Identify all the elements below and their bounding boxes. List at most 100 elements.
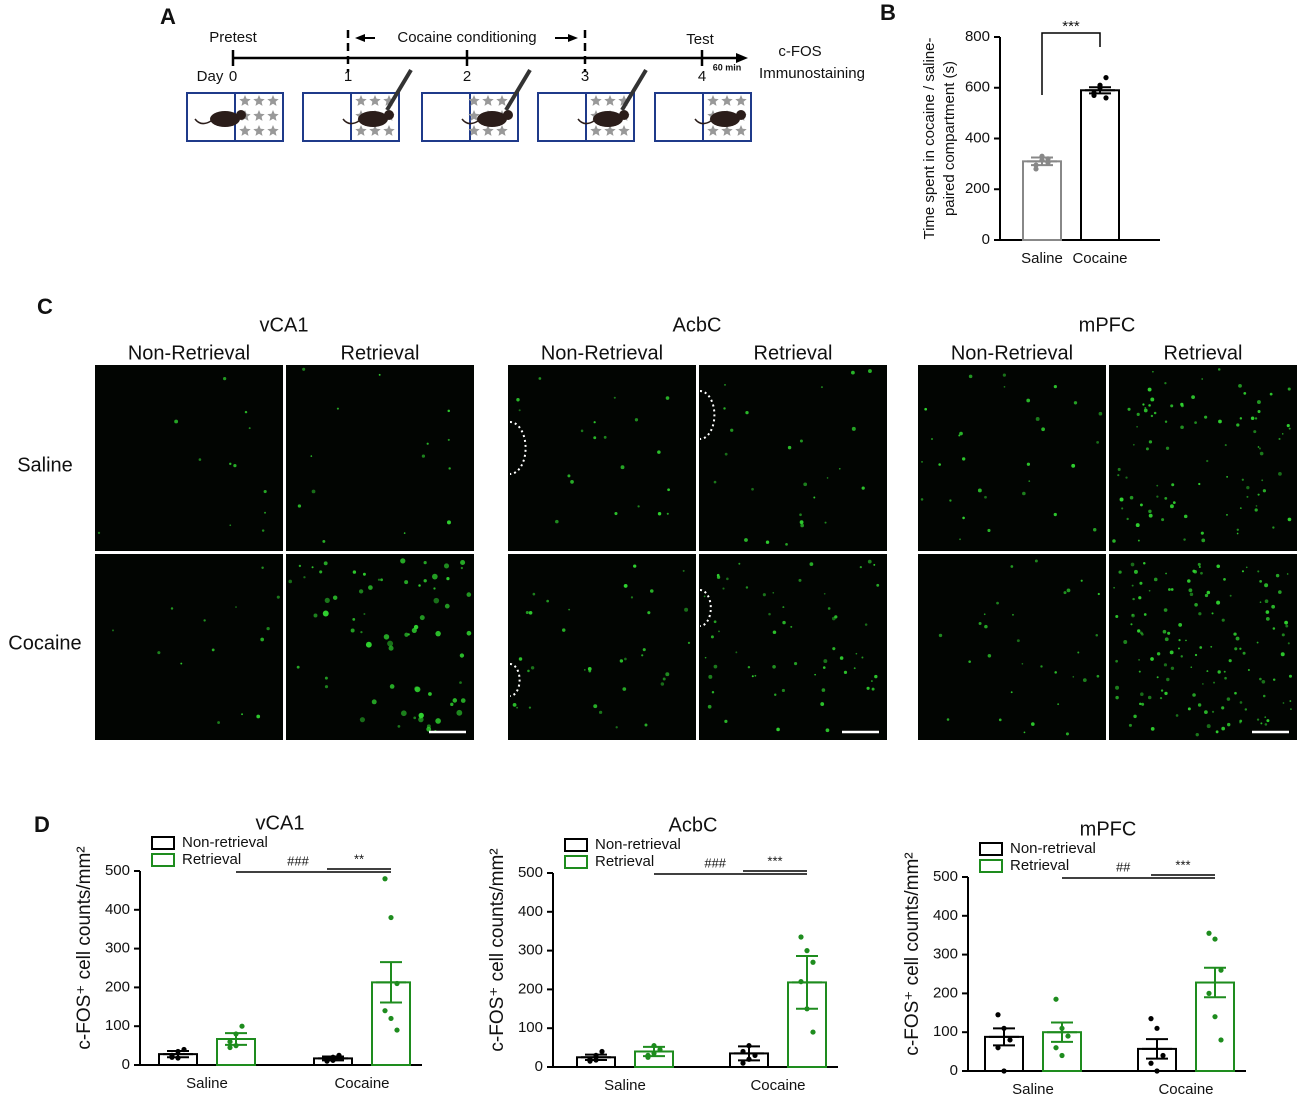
- data-point: [746, 1043, 752, 1049]
- cell: [873, 563, 876, 566]
- data-point: [1033, 166, 1039, 172]
- cell: [1021, 662, 1024, 665]
- cell: [1201, 538, 1206, 543]
- cell: [1290, 708, 1292, 710]
- star: [355, 125, 367, 136]
- star: [707, 95, 719, 106]
- cell: [1053, 385, 1057, 389]
- cell: [998, 718, 1002, 722]
- cell: [599, 710, 603, 714]
- cell: [1183, 514, 1188, 519]
- cell: [444, 603, 450, 609]
- cell: [1065, 732, 1069, 736]
- cell: [1256, 641, 1259, 644]
- syringe: [385, 68, 413, 112]
- cell: [378, 373, 381, 376]
- data-point: [1206, 990, 1212, 997]
- cell: [452, 698, 458, 703]
- cell: [1262, 489, 1267, 493]
- cell: [968, 374, 973, 379]
- cell: [726, 577, 729, 581]
- data-point: [798, 979, 804, 985]
- cell: [823, 659, 828, 664]
- star: [369, 125, 381, 136]
- day-number: 4: [698, 68, 706, 85]
- cell: [667, 488, 671, 492]
- x-tick-label: Cocaine: [1158, 1081, 1213, 1094]
- cell: [1198, 612, 1202, 616]
- cell: [261, 529, 265, 532]
- cell: [839, 656, 844, 660]
- cell: [1170, 588, 1174, 591]
- y-tick-label: 500: [518, 864, 543, 881]
- cell: [861, 656, 864, 659]
- cell: [1278, 437, 1281, 440]
- data-point: [1148, 1060, 1154, 1066]
- cell: [772, 630, 777, 635]
- cell: [1026, 462, 1031, 466]
- cell: [1066, 588, 1071, 593]
- cell: [413, 716, 417, 720]
- y-tick-label: 300: [933, 946, 958, 963]
- cell: [1130, 562, 1135, 567]
- cell: [1164, 420, 1168, 423]
- cell: [1141, 702, 1145, 706]
- cell: [781, 688, 785, 693]
- x-tick-label: Cocaine: [334, 1075, 389, 1092]
- cell: [1254, 508, 1258, 512]
- cell: [324, 676, 328, 680]
- cell: [1072, 675, 1075, 678]
- cell: [532, 592, 536, 596]
- y-axis-label: paired compartment (s): [941, 61, 958, 216]
- cell: [580, 429, 584, 433]
- cell: [614, 511, 618, 516]
- cell: [1218, 419, 1222, 424]
- cell: [1262, 694, 1266, 698]
- cell: [824, 521, 827, 524]
- cell: [1002, 373, 1006, 377]
- star: [604, 95, 616, 106]
- cell: [987, 654, 992, 658]
- cell: [1236, 532, 1239, 535]
- cell: [1034, 559, 1038, 563]
- cell: [859, 566, 862, 569]
- cell: [377, 578, 381, 581]
- cell: [264, 511, 266, 514]
- y-tick-label: 200: [105, 978, 130, 995]
- data-point: [227, 1044, 233, 1051]
- cell: [813, 496, 816, 499]
- cell: [730, 428, 734, 432]
- cell: [1152, 370, 1154, 373]
- cell: [400, 710, 407, 717]
- cell: [1167, 631, 1171, 635]
- cell: [528, 706, 532, 709]
- data-point: [1212, 1014, 1218, 1020]
- cell: [1187, 579, 1191, 583]
- cell: [724, 384, 726, 386]
- cell: [820, 386, 823, 389]
- cell: [822, 666, 826, 669]
- star: [253, 125, 265, 136]
- y-tick-label: 0: [950, 1062, 958, 1079]
- cell: [397, 724, 401, 728]
- cell: [650, 589, 654, 593]
- cell: [665, 672, 670, 677]
- cell: [1202, 683, 1204, 685]
- cell: [1148, 440, 1153, 444]
- cell: [1239, 507, 1242, 510]
- cell: [368, 585, 373, 590]
- cell: [776, 727, 780, 732]
- cell: [724, 452, 728, 456]
- legend-label: Retrieval: [595, 853, 654, 870]
- cell: [432, 573, 438, 580]
- mouse: [358, 111, 388, 127]
- cell: [798, 578, 802, 582]
- cell: [1138, 670, 1141, 673]
- y-tick-label: 0: [122, 1056, 130, 1073]
- cell: [1175, 714, 1179, 717]
- cell: [1244, 708, 1248, 711]
- cell: [1221, 618, 1225, 622]
- cell: [1234, 647, 1238, 651]
- cell: [260, 637, 265, 642]
- cell: [949, 499, 952, 502]
